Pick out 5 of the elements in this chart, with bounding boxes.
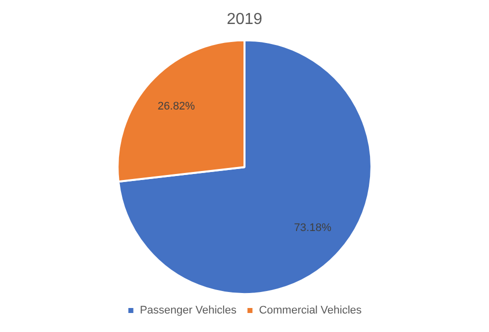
data-label: 26.82% [158,100,196,112]
data-label: 73.18% [294,222,332,234]
legend-label: Commercial Vehicles [258,304,362,317]
legend-label: Passenger Vehicles [140,304,237,317]
chart-title: 2019 [226,11,262,28]
